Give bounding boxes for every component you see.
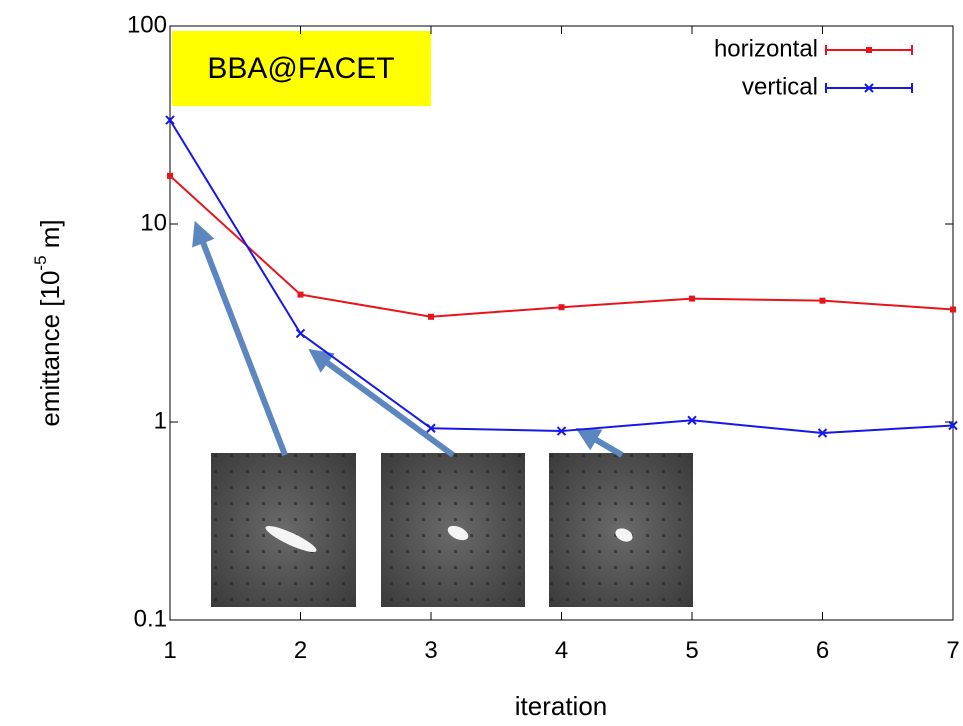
y-label-exponent: -5 bbox=[31, 255, 50, 270]
point bbox=[167, 172, 173, 179]
point bbox=[817, 428, 828, 438]
beam-spot bbox=[265, 525, 317, 553]
point bbox=[689, 295, 695, 302]
point bbox=[558, 304, 565, 311]
y-label-unit: m] bbox=[35, 219, 65, 255]
legend-label: horizontal bbox=[714, 35, 818, 62]
x-tick-label: 6 bbox=[816, 637, 829, 664]
legend-label: vertical bbox=[742, 73, 818, 100]
point bbox=[426, 423, 436, 433]
point bbox=[165, 115, 175, 125]
arrow bbox=[192, 220, 288, 457]
x-tick-label: 7 bbox=[946, 637, 959, 664]
point bbox=[866, 47, 872, 53]
point bbox=[687, 415, 697, 426]
x-tick-label: 1 bbox=[163, 637, 176, 664]
arrow bbox=[575, 427, 624, 458]
y-axis-label: emittance [10-5 m] bbox=[31, 219, 64, 426]
x-tick-label: 2 bbox=[294, 637, 307, 664]
point bbox=[819, 297, 826, 304]
point bbox=[948, 420, 958, 431]
arrow bbox=[308, 348, 455, 458]
annotation: BBA@FACET bbox=[207, 52, 394, 85]
x-tick-label: 5 bbox=[685, 637, 698, 664]
beam-spot bbox=[447, 525, 469, 541]
beam-spot bbox=[615, 528, 633, 542]
y-label-text: emittance [10 bbox=[35, 271, 65, 427]
arrows bbox=[192, 220, 624, 458]
point bbox=[428, 313, 434, 320]
series-line bbox=[169, 119, 954, 434]
y-tick-label: 100 bbox=[127, 11, 167, 38]
x-axis-label: iteration bbox=[515, 691, 608, 721]
x-tick-label: 4 bbox=[555, 637, 568, 664]
point bbox=[297, 291, 304, 298]
point bbox=[556, 426, 567, 436]
point bbox=[295, 328, 306, 339]
x-tick-label: 3 bbox=[424, 637, 437, 664]
point bbox=[864, 83, 874, 93]
point bbox=[950, 306, 956, 313]
y-tick-label: 1 bbox=[154, 407, 167, 434]
annotation-box bbox=[172, 31, 431, 106]
series-line bbox=[169, 175, 954, 318]
y-tick-label: 0.1 bbox=[134, 605, 167, 632]
y-tick-label: 10 bbox=[140, 209, 167, 236]
inset-images bbox=[211, 453, 693, 607]
